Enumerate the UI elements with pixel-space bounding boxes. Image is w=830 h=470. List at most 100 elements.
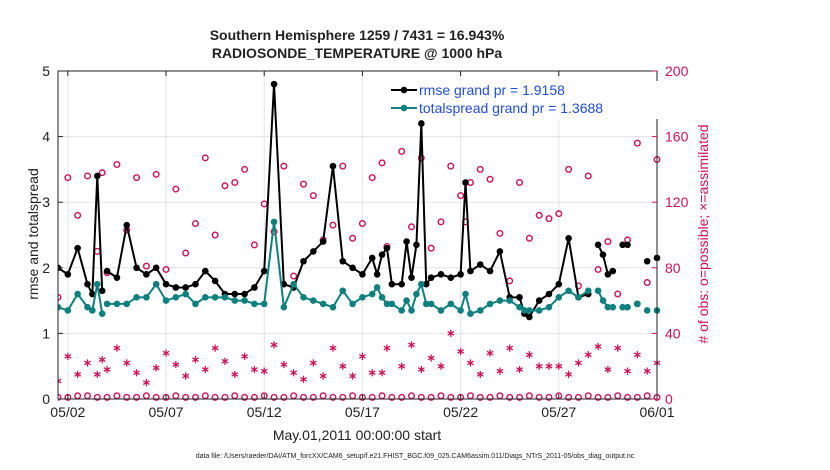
obs-assimilated-stroke [516,367,523,372]
obs-assimilated-point [211,344,219,352]
spread-point [467,310,474,318]
obs-possible-point [290,272,298,280]
obs-assimilated-stroke [250,367,258,372]
spread-point [521,307,528,314]
obs-assimilated-point [339,362,347,370]
y-tick-label-right: 160 [665,129,689,145]
obs-possible-point [339,162,347,170]
rmse-point [349,264,356,272]
spread-point [280,303,288,311]
rmse-point [555,280,563,288]
obs-assimilated-point [604,365,612,374]
obs-assimilated-stroke [113,345,121,351]
rmse-point [182,284,189,291]
rmse-point [368,254,376,262]
spread-point [388,300,396,308]
rmse-point [457,271,464,278]
y-axis-label-right: # of obs: o=possible; ×=assimilated [695,124,711,343]
obs-assimilated-stroke [270,342,278,348]
obs-assimilated-stroke [447,331,455,336]
obs-assimilated-stroke [574,360,582,366]
obs-assimilated-point [525,351,533,359]
rmse-point [359,271,366,278]
obs-assimilated-stroke [339,363,347,369]
obs-possible-point [172,185,180,193]
spread-point [496,297,504,304]
rmse-point [516,294,523,301]
obs-possible-point [182,249,190,257]
obs-possible-point [506,393,514,401]
obs-assimilated-point [383,344,391,352]
obs-possible-point [250,241,258,249]
spread-point [378,294,386,301]
obs-assimilated-point [231,370,239,378]
obs-assimilated-point [574,359,582,367]
rmse-point [251,284,258,291]
y-tick-label-right: 200 [665,63,689,79]
spread-point [594,287,602,295]
spread-point [211,294,219,301]
rmse-point [594,241,602,249]
obs-assimilated-stroke [378,370,386,376]
obs-assimilated-point [476,370,484,378]
obs-possible-point [476,393,484,401]
obs-possible-point [113,160,121,168]
y-tick-label-left: 3 [42,194,50,210]
obs-assimilated-point [398,362,406,370]
obs-assimilated-point [270,341,278,349]
obs-assimilated-stroke [201,367,209,372]
obs-assimilated-point [594,342,602,351]
obs-assimilated-stroke [211,345,219,351]
obs-possible-point [123,393,131,401]
rmse-point [300,257,307,265]
obs-assimilated-stroke [74,372,82,377]
obs-assimilated-point [643,367,651,375]
legend-spread-marker [400,104,408,112]
spread-point [643,307,651,314]
rmse-point [418,120,425,127]
obs-assimilated-point [358,352,366,360]
obs-assimilated-stroke [643,368,651,374]
y-tick-label-right: 120 [665,194,689,210]
obs-possible-point [241,393,249,401]
rmse-point [123,221,131,229]
obs-assimilated-point [98,356,106,364]
obs-assimilated-stroke [358,353,366,359]
spread-point [516,303,523,311]
obs-possible-point [545,393,553,401]
obs-possible-point [98,169,106,177]
obs-assimilated-stroke [192,357,199,363]
rmse-point [388,280,396,288]
obs-possible-point [447,393,455,401]
obs-assimilated-point [84,359,91,367]
obs-assimilated-stroke [329,345,337,351]
obs-possible-point [535,211,543,219]
spread-point [565,287,572,295]
obs-assimilated-point [486,349,494,357]
rmse-point [231,290,239,298]
obs-assimilated-stroke [506,345,514,351]
obs-assimilated-stroke [260,368,268,374]
obs-assimilated-stroke [437,363,445,369]
chart-title-line1: Southern Hemisphere 1259 / 7431 = 16.943… [210,27,505,43]
obs-possible-point [211,231,219,239]
obs-assimilated-stroke [408,342,415,348]
obs-possible-point [535,393,543,401]
spread-point [113,300,121,308]
rmse-point [84,280,91,288]
obs-assimilated-point [162,349,170,357]
rmse-point [64,271,72,278]
spread-point [349,300,356,308]
obs-possible-point [594,393,602,401]
obs-assimilated-point [250,365,258,374]
obs-possible-point [250,393,258,401]
obs-assimilated-point [633,351,641,359]
obs-assimilated-stroke [142,380,150,385]
obs-assimilated-point [201,365,209,374]
obs-possible-point [280,393,288,401]
obs-possible-point [447,162,455,170]
rmse-point [241,290,248,298]
obs-assimilated-stroke [133,370,141,376]
obs-assimilated-point [290,369,298,377]
obs-possible-point [74,211,82,219]
